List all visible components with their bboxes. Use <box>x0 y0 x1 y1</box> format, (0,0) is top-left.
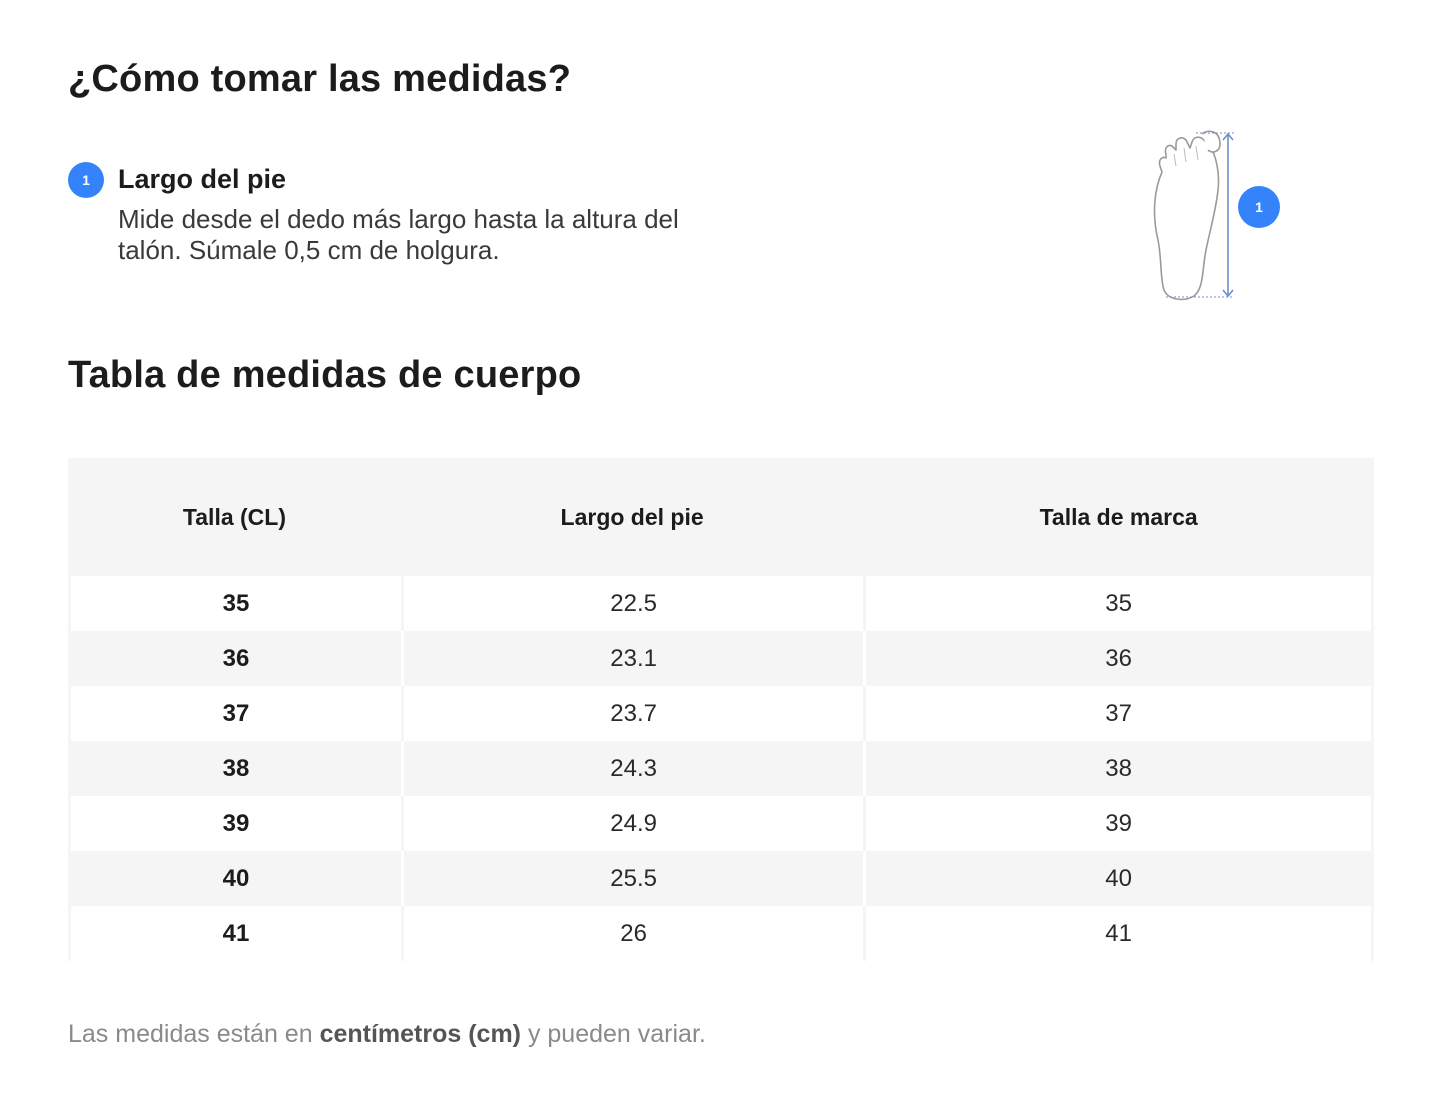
header-foot-length: Largo del pie <box>400 458 864 576</box>
cell-size-cl: 35 <box>68 576 401 631</box>
cell-brand-size: 35 <box>863 576 1374 631</box>
cell-foot-length: 24.3 <box>400 741 864 796</box>
cell-foot-length: 26 <box>400 906 864 961</box>
cell-foot-length: 22.5 <box>400 576 864 631</box>
header-brand-size: Talla de marca <box>863 458 1374 576</box>
table-row: 41 26 41 <box>68 906 1374 961</box>
foot-length-icon: 1 <box>1153 130 1280 301</box>
cell-foot-length: 23.1 <box>400 631 864 686</box>
cell-brand-size: 41 <box>863 906 1374 961</box>
cell-foot-length: 25.5 <box>400 851 864 906</box>
units-note-prefix: Las medidas están en <box>68 1020 320 1048</box>
size-table: Talla (CL) Largo del pie Talla de marca … <box>68 458 1374 961</box>
table-row: 39 24.9 39 <box>68 796 1374 851</box>
header-size-cl: Talla (CL) <box>68 458 401 576</box>
table-row: 38 24.3 38 <box>68 741 1374 796</box>
cell-foot-length: 24.9 <box>400 796 864 851</box>
step-number-badge: 1 <box>68 162 104 198</box>
table-header-row: Talla (CL) Largo del pie Talla de marca <box>68 458 1374 576</box>
table-row: 37 23.7 37 <box>68 686 1374 741</box>
illustration-badge <box>1238 186 1280 228</box>
step-title: Largo del pie <box>118 164 287 194</box>
size-table-title: Tabla de medidas de cuerpo <box>68 354 582 396</box>
table-row: 35 22.5 35 <box>68 576 1374 631</box>
cell-size-cl: 40 <box>68 851 401 906</box>
cell-size-cl: 41 <box>68 906 401 961</box>
how-to-measure-title: ¿Cómo tomar las medidas? <box>68 58 572 100</box>
cell-size-cl: 36 <box>68 631 401 686</box>
cell-brand-size: 39 <box>863 796 1374 851</box>
cell-size-cl: 37 <box>68 686 401 741</box>
units-note-suffix: y pueden variar. <box>521 1020 706 1048</box>
illustration-badge-number: 1 <box>1255 199 1263 215</box>
cell-foot-length: 23.7 <box>400 686 864 741</box>
units-note-bold: centímetros (cm) <box>319 1020 522 1048</box>
units-note: Las medidas están en centímetros (cm) y … <box>68 1020 706 1049</box>
cell-brand-size: 38 <box>863 741 1374 796</box>
table-row: 36 23.1 36 <box>68 631 1374 686</box>
table-row: 40 25.5 40 <box>68 851 1374 906</box>
cell-brand-size: 40 <box>863 851 1374 906</box>
cell-size-cl: 39 <box>68 796 401 851</box>
cell-brand-size: 37 <box>863 686 1374 741</box>
cell-brand-size: 36 <box>863 631 1374 686</box>
step-description: Mide desde el dedo más largo hasta la al… <box>118 204 679 265</box>
cell-size-cl: 38 <box>68 741 401 796</box>
